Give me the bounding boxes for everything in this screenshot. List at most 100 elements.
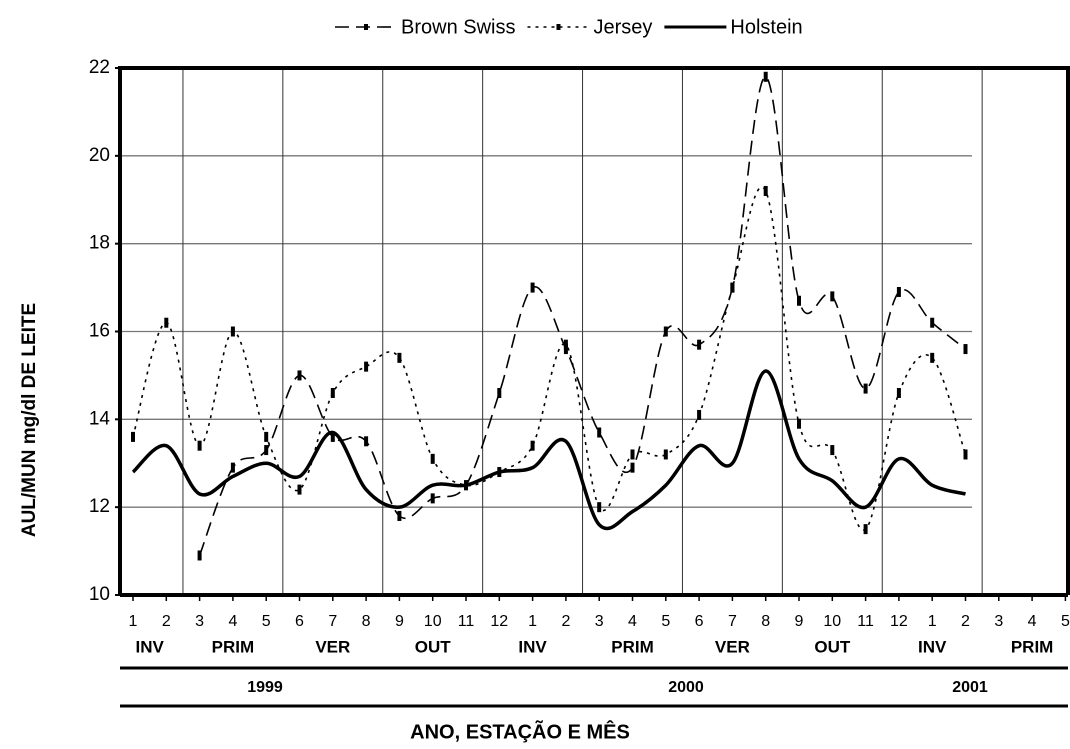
y-tick-label: 12: [89, 496, 110, 517]
data-point: [530, 282, 535, 293]
data-point: [297, 484, 302, 495]
y-tick-label: 18: [89, 233, 110, 254]
data-point: [364, 361, 369, 372]
data-point: [896, 387, 901, 398]
x-tick-label: 9: [395, 613, 404, 630]
data-point: [164, 317, 169, 328]
data-point: [397, 510, 402, 521]
season-label: OUT: [814, 637, 851, 656]
data-point: [230, 462, 235, 473]
legend-label: Holstein: [730, 16, 802, 38]
legend-marker: [556, 24, 561, 30]
year-label: 2001: [952, 679, 988, 696]
x-tick-label: 2: [162, 613, 171, 630]
x-tick-label: 5: [262, 613, 271, 630]
data-point: [197, 440, 202, 451]
data-point: [663, 449, 668, 460]
data-point: [131, 431, 135, 442]
data-point: [630, 449, 635, 460]
data-point: [763, 185, 768, 196]
series-line: [131, 369, 966, 531]
x-tick-label: 8: [362, 613, 371, 630]
x-tick-label: 9: [795, 613, 804, 630]
x-tick-label: 5: [1061, 613, 1070, 630]
season-label: INV: [918, 637, 947, 656]
data-point: [697, 339, 702, 350]
x-tick-label: 6: [295, 613, 304, 630]
data-point: [197, 550, 202, 561]
series-line: [132, 186, 967, 531]
x-tick-label: 3: [195, 613, 204, 630]
data-point: [930, 317, 935, 328]
x-tick-label: 8: [761, 613, 770, 630]
data-point: [963, 344, 968, 355]
x-tick-label: 4: [1028, 613, 1037, 630]
x-tick-label: 3: [994, 613, 1003, 630]
x-tick-label: 7: [728, 613, 737, 630]
data-point: [430, 453, 435, 464]
data-point: [697, 409, 702, 420]
year-label: 2000: [668, 679, 704, 696]
season-label: VER: [315, 637, 350, 656]
x-tick-label: 12: [890, 613, 908, 630]
data-point: [863, 383, 868, 394]
data-point: [597, 502, 602, 513]
x-tick-label: 5: [661, 613, 670, 630]
legend-label: Brown Swiss: [401, 16, 515, 38]
x-tick-label: 4: [228, 613, 237, 630]
data-point: [264, 431, 269, 442]
data-point: [630, 462, 635, 473]
y-tick-label: 20: [89, 145, 110, 166]
y-tick-label: 10: [89, 584, 110, 605]
data-point: [863, 524, 868, 535]
x-tick-label: 4: [628, 613, 637, 630]
data-point: [597, 427, 602, 438]
season-label: OUT: [415, 637, 452, 656]
data-point: [297, 370, 302, 381]
data-point: [797, 418, 801, 429]
data-point: [330, 431, 335, 442]
y-tick-label: 14: [89, 408, 111, 429]
x-tick-label: 1: [129, 613, 138, 630]
data-point: [230, 326, 235, 337]
legend-marker: [364, 24, 368, 30]
data-point: [830, 291, 835, 302]
x-tick-label: 1: [528, 613, 537, 630]
y-tick-label: 22: [89, 57, 110, 78]
x-tick-label: 10: [424, 613, 442, 630]
season-label: VER: [715, 637, 750, 656]
x-tick-label: 11: [857, 613, 874, 630]
x-tick-label: 7: [328, 613, 337, 630]
season-label: PRIM: [212, 637, 255, 656]
data-point: [530, 440, 535, 451]
x-tick-label: 2: [961, 613, 970, 630]
x-axis-label: ANO, ESTAÇÃO E MÊS: [410, 719, 630, 743]
data-point: [663, 326, 668, 337]
year-label: 1999: [247, 679, 283, 696]
x-tick-label: 10: [823, 613, 841, 630]
data-point: [563, 339, 568, 350]
y-tick-label: 16: [89, 321, 110, 342]
season-label: INV: [518, 637, 547, 656]
data-point: [896, 286, 901, 297]
data-point: [264, 445, 269, 456]
data-point: [730, 282, 735, 293]
plot-frame: [118, 66, 1070, 595]
season-label: INV: [135, 637, 164, 656]
y-axis-label: AUL/MUN mg/dl DE LEITE: [19, 303, 40, 537]
data-point: [497, 387, 502, 398]
data-point: [797, 295, 801, 306]
data-point: [963, 449, 968, 460]
legend-label: Jersey: [593, 16, 652, 38]
season-label: PRIM: [611, 637, 654, 656]
data-point: [763, 71, 768, 82]
data-point: [364, 436, 369, 447]
x-tick-label: 3: [595, 613, 604, 630]
data-point: [430, 493, 435, 504]
x-tick-label: 6: [695, 613, 704, 630]
data-point: [830, 445, 835, 456]
x-tick-label: 11: [458, 613, 475, 630]
x-tick-label: 1: [928, 613, 937, 630]
